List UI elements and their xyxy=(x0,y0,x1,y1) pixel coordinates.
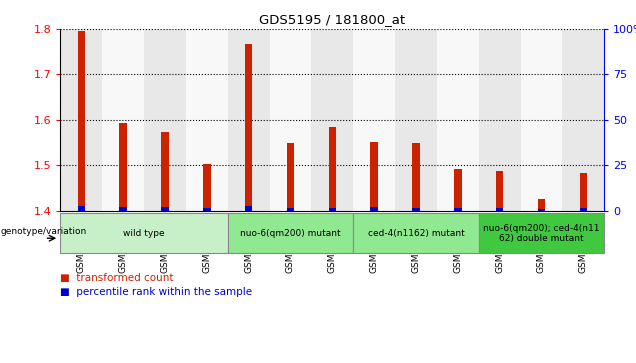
Bar xyxy=(228,29,270,211)
Text: genotype/variation: genotype/variation xyxy=(1,227,87,236)
FancyBboxPatch shape xyxy=(479,213,604,253)
Bar xyxy=(162,132,169,211)
Bar xyxy=(562,29,604,211)
Text: nuo-6(qm200); ced-4(n11
62) double mutant: nuo-6(qm200); ced-4(n11 62) double mutan… xyxy=(483,224,600,243)
Bar xyxy=(395,29,437,211)
Bar xyxy=(370,142,378,211)
Bar xyxy=(353,29,395,211)
Bar xyxy=(437,29,479,211)
Bar xyxy=(102,29,144,211)
Bar xyxy=(537,199,545,211)
Bar xyxy=(120,207,127,211)
Bar xyxy=(245,207,252,211)
Bar xyxy=(203,208,211,211)
Bar xyxy=(78,206,85,211)
Bar xyxy=(537,209,545,211)
Bar xyxy=(162,207,169,211)
Bar xyxy=(412,208,420,211)
Bar xyxy=(78,31,85,211)
Bar xyxy=(270,29,312,211)
Bar xyxy=(454,208,462,211)
FancyBboxPatch shape xyxy=(228,213,353,253)
Text: nuo-6(qm200) mutant: nuo-6(qm200) mutant xyxy=(240,229,341,238)
FancyBboxPatch shape xyxy=(60,213,228,253)
Bar xyxy=(287,143,294,211)
Bar xyxy=(496,171,503,211)
Bar xyxy=(370,207,378,211)
Bar xyxy=(454,169,462,211)
Bar xyxy=(245,44,252,211)
Text: wild type: wild type xyxy=(123,229,165,238)
Bar xyxy=(186,29,228,211)
Bar xyxy=(312,29,353,211)
Title: GDS5195 / 181800_at: GDS5195 / 181800_at xyxy=(259,13,405,26)
Bar xyxy=(60,29,102,211)
Bar xyxy=(579,208,587,211)
Bar xyxy=(412,143,420,211)
Text: ■  transformed count: ■ transformed count xyxy=(60,273,174,283)
Bar xyxy=(520,29,562,211)
FancyBboxPatch shape xyxy=(353,213,479,253)
Text: ced-4(n1162) mutant: ced-4(n1162) mutant xyxy=(368,229,464,238)
Bar xyxy=(329,208,336,211)
Bar xyxy=(329,127,336,211)
Bar xyxy=(203,164,211,211)
Bar xyxy=(579,173,587,211)
Bar xyxy=(287,208,294,211)
Bar xyxy=(144,29,186,211)
Bar xyxy=(479,29,520,211)
Bar xyxy=(496,208,503,211)
Bar xyxy=(120,123,127,211)
Text: ■  percentile rank within the sample: ■ percentile rank within the sample xyxy=(60,287,252,297)
